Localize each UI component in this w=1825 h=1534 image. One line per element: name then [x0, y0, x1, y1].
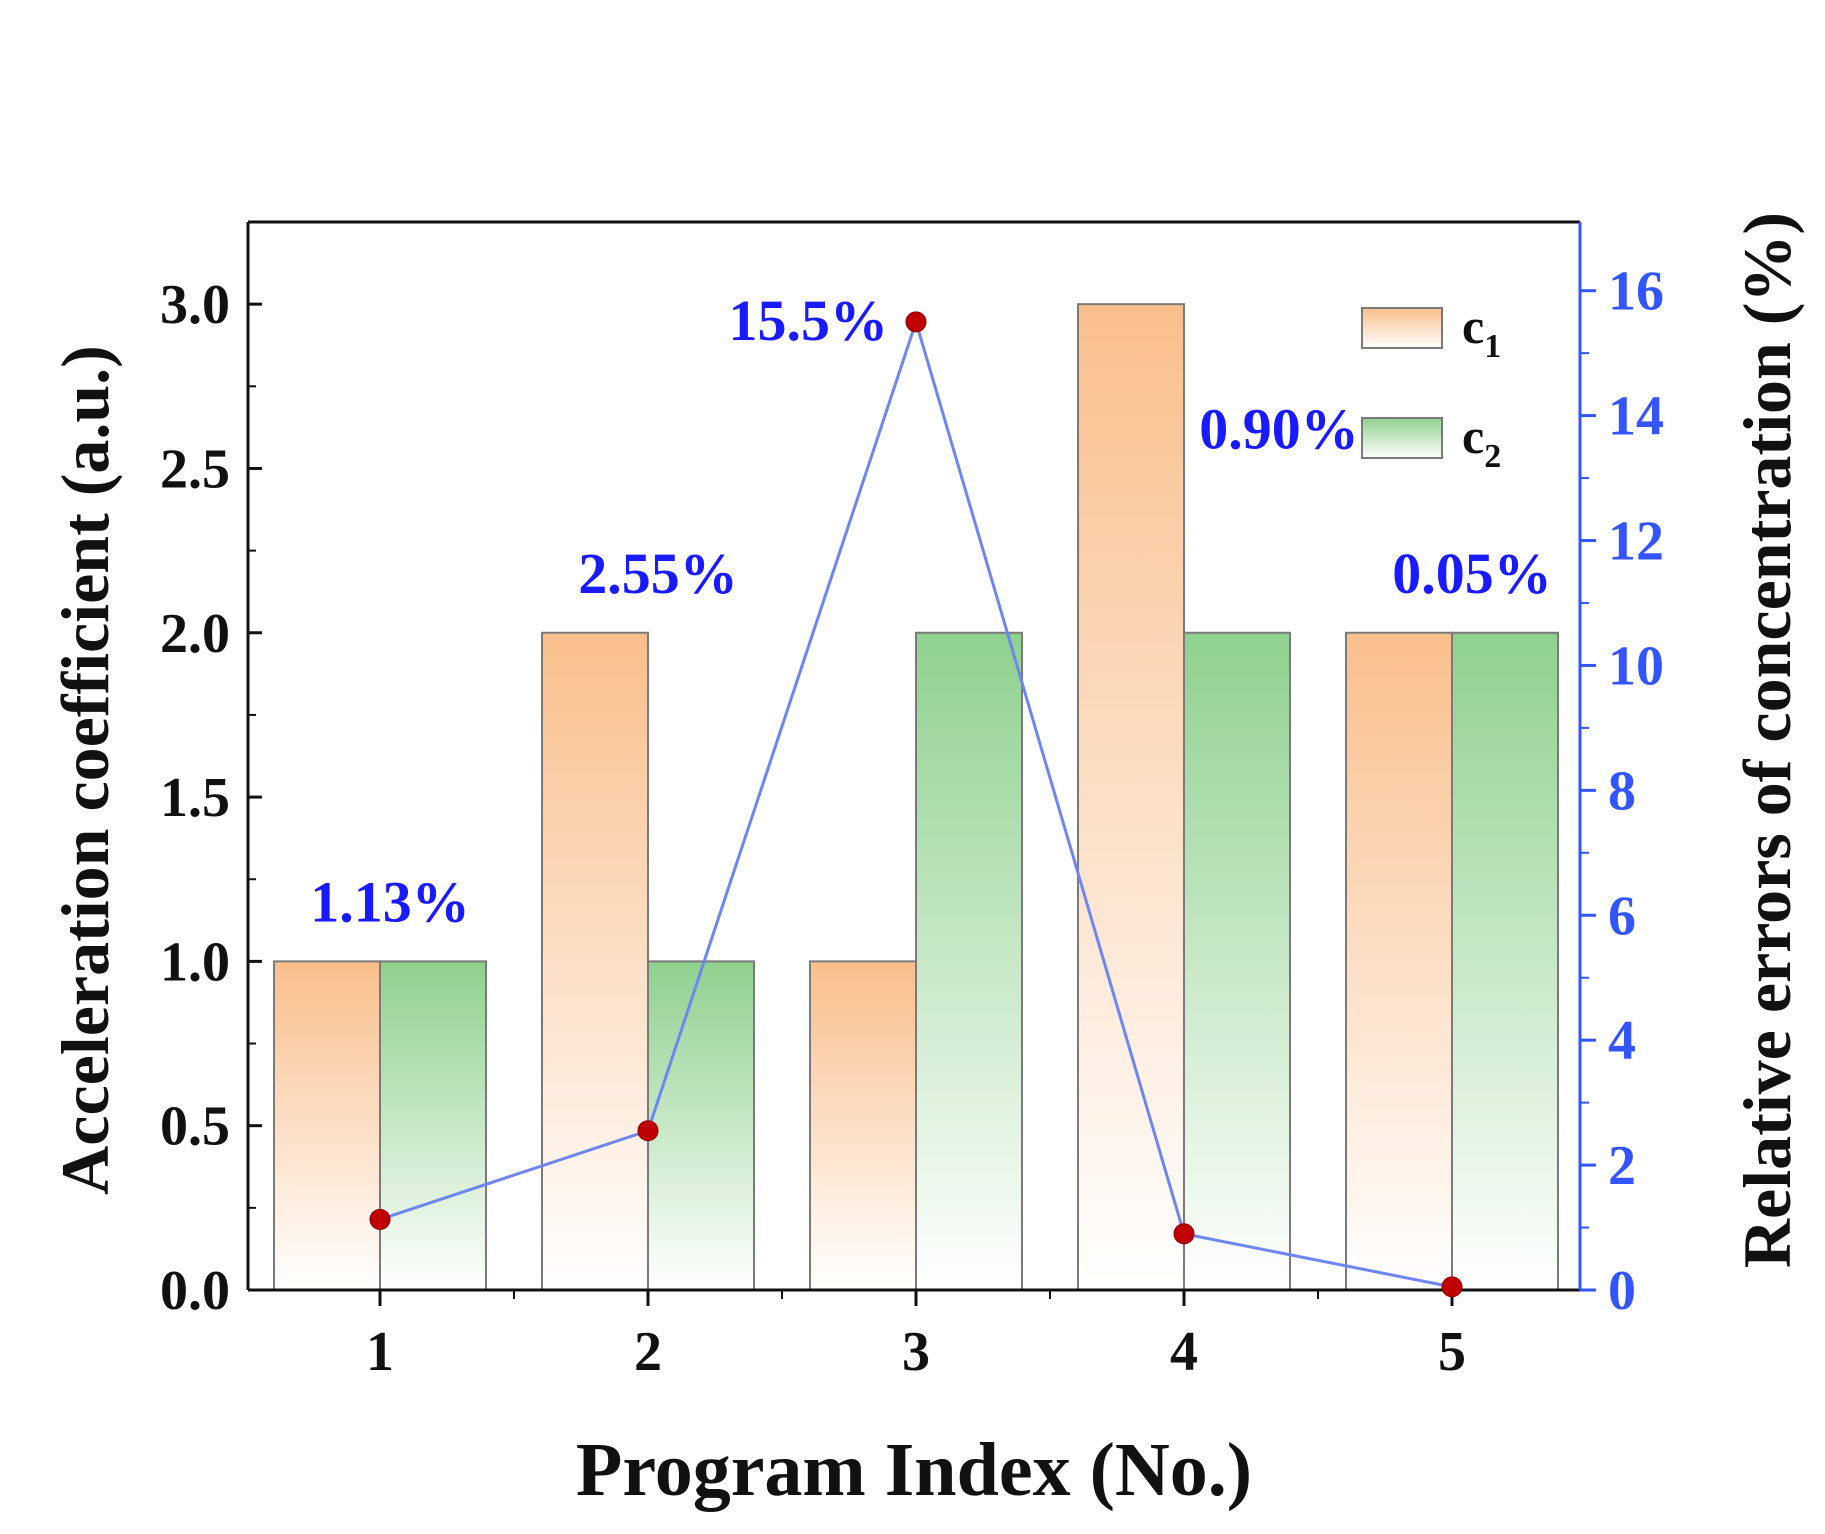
x-tick-label-4: 4: [1170, 1321, 1198, 1383]
bar-c1-2: [541, 631, 649, 1291]
data-label-5: 0.05%: [1392, 541, 1552, 606]
y2-tick-label-14: 14: [1608, 386, 1664, 448]
y-tick-label-1.0: 1.0: [160, 931, 230, 993]
y-tick-label-0.0: 0.0: [160, 1260, 230, 1322]
plot-frame: [246, 220, 1582, 1292]
legend-label-c2-base: c: [1462, 408, 1484, 464]
y2-tick-label-6: 6: [1608, 885, 1636, 947]
bar-c1-1: [273, 960, 381, 1292]
y-tick-label-1.5: 1.5: [160, 767, 230, 829]
legend: c1 c2: [1361, 298, 1501, 475]
legend-label-c2: c2: [1462, 408, 1501, 475]
legend-swatch-c2: [1361, 417, 1443, 459]
bar-c1-3: [809, 960, 917, 1292]
error-marker-3: [905, 311, 927, 333]
y-tick-label-0.5: 0.5: [160, 1096, 230, 1158]
data-labels-layer: 1.13% 2.55% 15.5% 0.90% 0.05%: [310, 288, 1552, 934]
error-marker-5: [1441, 1276, 1463, 1298]
data-label-2: 2.55%: [578, 541, 738, 606]
x-tick-label-5: 5: [1438, 1321, 1466, 1383]
bar-c1-5: [1345, 631, 1453, 1291]
y2-tick-label-8: 8: [1608, 760, 1636, 822]
x-tick-label-2: 2: [634, 1321, 662, 1383]
legend-label-c2-subscript: 2: [1484, 438, 1501, 475]
error-line-layer: [369, 311, 1463, 1298]
y2-tick-label-4: 4: [1608, 1010, 1636, 1072]
y2-tick-label-16: 16: [1608, 261, 1664, 323]
y-tick-label-2.0: 2.0: [160, 603, 230, 665]
error-marker-2: [637, 1120, 659, 1142]
y-axis-title: Acceleration coefficient (a.u.): [47, 345, 123, 1195]
bar-c2-3: [915, 631, 1023, 1291]
y2-tick-label-12: 12: [1608, 511, 1664, 573]
legend-label-c1-base: c: [1462, 298, 1484, 354]
legend-swatch-c1: [1361, 307, 1443, 349]
bar-c2-4: [1183, 631, 1291, 1291]
data-label-1: 1.13%: [310, 869, 470, 934]
y2-tick-label-10: 10: [1608, 635, 1664, 697]
bar-c1-4: [1077, 303, 1185, 1291]
data-label-4: 0.90%: [1199, 396, 1359, 461]
data-label-3: 15.5%: [729, 288, 889, 353]
y2-tick-label-2: 2: [1608, 1135, 1636, 1197]
x-axis-title: Program Index (No.): [576, 1428, 1252, 1512]
legend-label-c1: c1: [1462, 298, 1501, 365]
bar-c2-1: [379, 960, 487, 1292]
y-tick-label-3.0: 3.0: [160, 274, 230, 336]
y2-axis-title: Relative errors of concentration (%): [1729, 212, 1805, 1268]
y-tick-label-2.5: 2.5: [160, 438, 230, 500]
x-tick-label-3: 3: [902, 1321, 930, 1383]
legend-label-c1-subscript: 1: [1484, 328, 1501, 365]
error-marker-4: [1173, 1223, 1195, 1245]
bars-layer: [273, 303, 1559, 1292]
error-marker-1: [369, 1208, 391, 1230]
bar-c2-2: [647, 960, 755, 1292]
bar-c2-5: [1451, 631, 1559, 1291]
y2-tick-label-0: 0: [1608, 1260, 1636, 1322]
x-tick-label-1: 1: [366, 1321, 394, 1383]
